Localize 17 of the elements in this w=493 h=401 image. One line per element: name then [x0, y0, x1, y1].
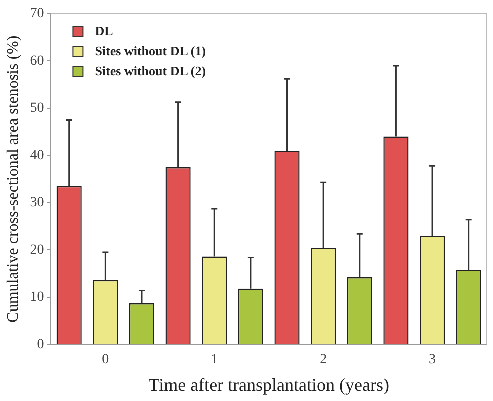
y-tick-label: 60	[30, 54, 44, 69]
y-tick-label: 20	[30, 242, 44, 258]
x-tick-label: 0	[102, 352, 110, 368]
legend-label: Sites without DL (2)	[95, 63, 206, 78]
y-tick-label: 0	[37, 337, 44, 352]
y-tick-label: 70	[30, 6, 44, 22]
y-tick-label: 10	[30, 290, 44, 306]
legend-label: Sites without DL (1)	[95, 43, 206, 58]
y-axis-title: Cumulative cross-sectional area stenosis (%)	[4, 36, 22, 323]
y-tick-label: 40	[30, 148, 44, 164]
y-tick-label: 50	[30, 101, 44, 116]
x-tick-label: 2	[320, 352, 328, 368]
x-tick-label: 1	[211, 352, 218, 368]
legend-label: DL	[95, 23, 114, 38]
y-tick-label: 30	[30, 196, 44, 211]
x-tick-label: 3	[429, 352, 436, 368]
x-axis-title: Time after transplantation (years)	[148, 374, 390, 395]
